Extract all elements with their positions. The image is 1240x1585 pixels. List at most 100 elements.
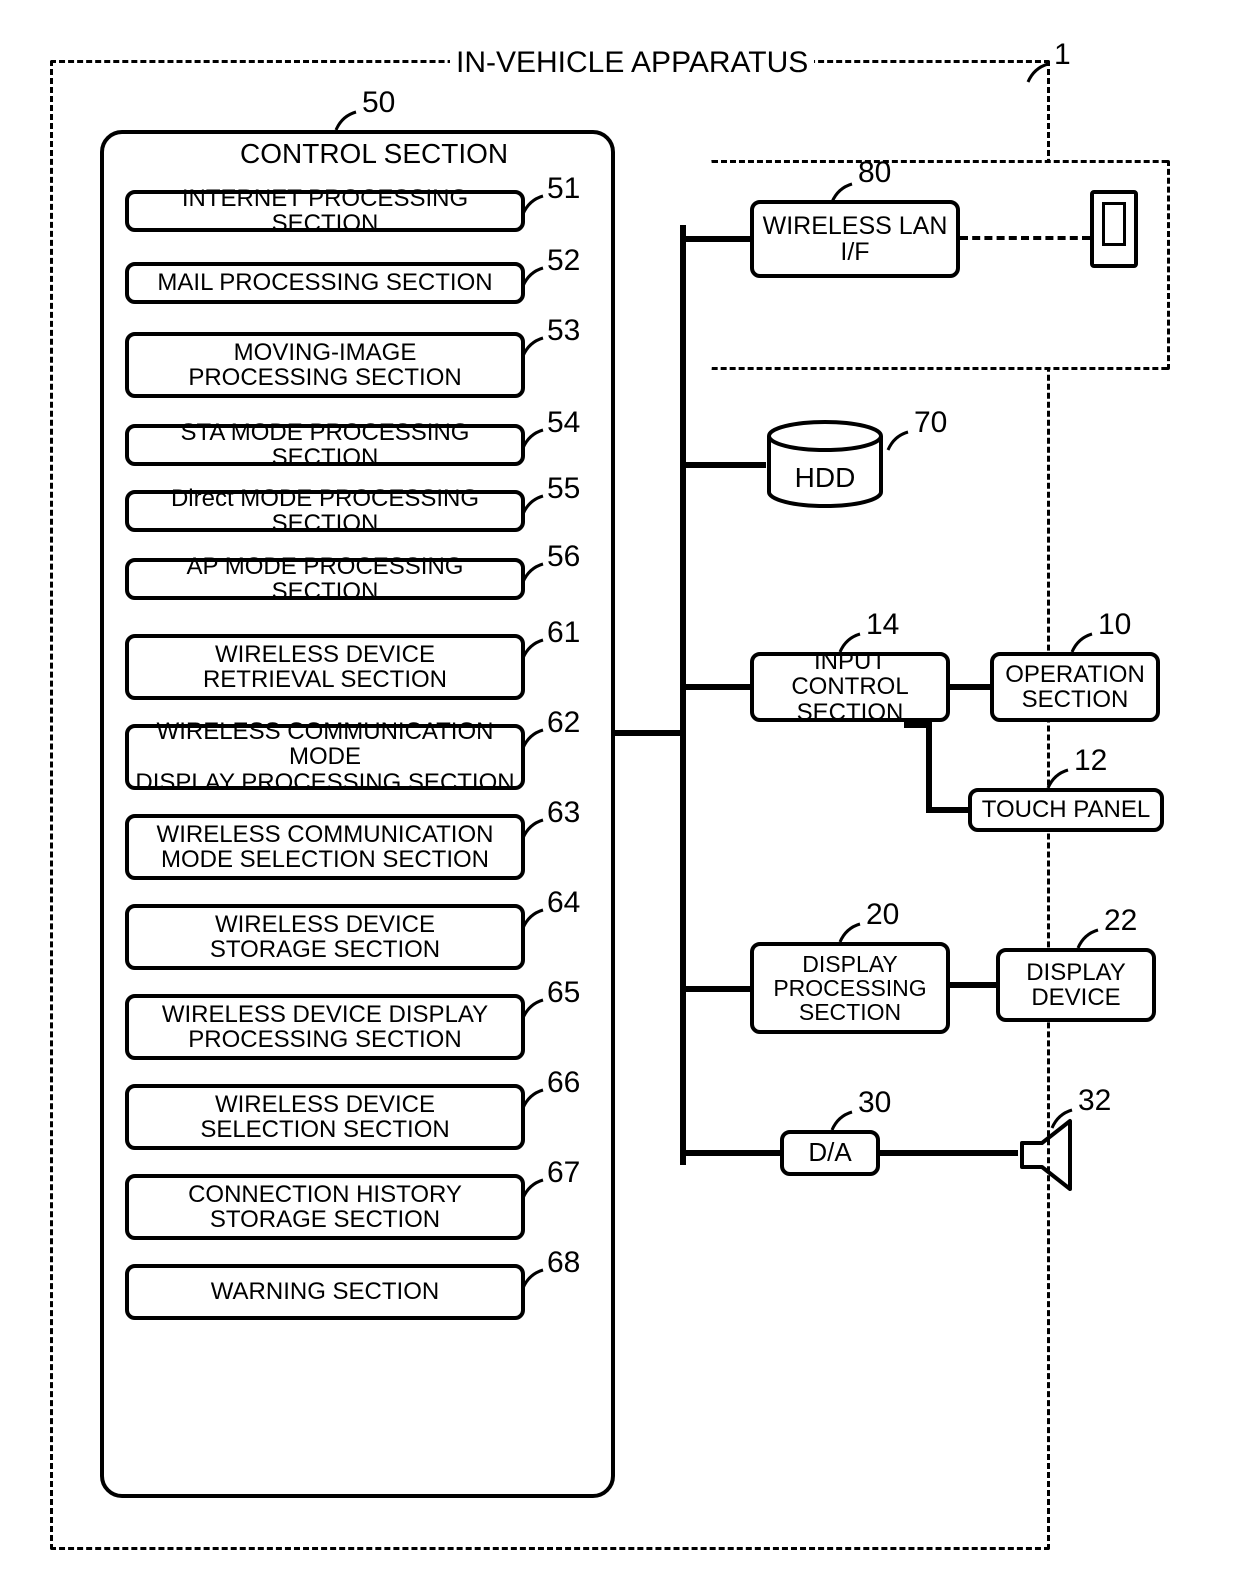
control-section-title: CONTROL SECTION — [234, 138, 514, 170]
ref-54: 54 — [547, 406, 580, 440]
leader-1 — [1026, 60, 1050, 84]
control-item-56: AP MODE PROCESSING SECTION — [125, 558, 525, 600]
leader-80 — [830, 180, 854, 204]
display-processing-label: DISPLAY PROCESSING SECTION — [760, 952, 940, 1024]
control-item-53: MOVING-IMAGE PROCESSING SECTION — [125, 332, 525, 398]
wlan-to-phone-dashed — [960, 236, 1090, 240]
control-item-label: WIRELESS COMMUNICATION MODE DISPLAY PROC… — [135, 719, 515, 795]
bus-vertical — [680, 225, 686, 1165]
leader-54 — [521, 426, 545, 450]
hdd-label: HDD — [765, 462, 885, 494]
wlan-if-label: WIRELESS LAN I/F — [760, 213, 950, 266]
ref-52: 52 — [547, 244, 580, 278]
bus-input-oper — [950, 684, 990, 690]
wlan-if-box: WIRELESS LAN I/F — [750, 200, 960, 278]
control-item-61: WIRELESS DEVICE RETRIEVAL SECTION — [125, 634, 525, 700]
control-item-62: WIRELESS COMMUNICATION MODE DISPLAY PROC… — [125, 724, 525, 790]
ref-80: 80 — [858, 156, 891, 190]
ref-62: 62 — [547, 706, 580, 740]
phone-icon — [1090, 190, 1138, 268]
ref-68: 68 — [547, 1246, 580, 1280]
control-item-label: MOVING-IMAGE PROCESSING SECTION — [188, 340, 461, 390]
control-item-label: WIRELESS COMMUNICATION MODE SELECTION SE… — [157, 822, 494, 872]
ref-20: 20 — [866, 898, 899, 932]
ref-56: 56 — [547, 540, 580, 574]
leader-30 — [830, 1108, 854, 1132]
leader-56 — [521, 560, 545, 584]
diagram-title: IN-VEHICLE APPARATUS — [450, 46, 814, 80]
control-item-64: WIRELESS DEVICE STORAGE SECTION — [125, 904, 525, 970]
ref-10: 10 — [1098, 608, 1131, 642]
control-item-67: CONNECTION HISTORY STORAGE SECTION — [125, 1174, 525, 1240]
bus-to-control — [615, 730, 681, 736]
touch-panel-label: TOUCH PANEL — [982, 797, 1150, 822]
operation-section-label: OPERATION SECTION — [1000, 662, 1150, 712]
operation-section-box: OPERATION SECTION — [990, 652, 1160, 722]
control-item-label: STA MODE PROCESSING SECTION — [135, 420, 515, 470]
hdd-cylinder: HDD — [765, 420, 885, 508]
leader-68 — [521, 1266, 545, 1290]
ref-50: 50 — [362, 86, 395, 120]
ref-1: 1 — [1054, 38, 1071, 72]
bus-input-right2 — [926, 807, 968, 813]
bus-hdd — [686, 462, 766, 468]
control-item-label: WIRELESS DEVICE STORAGE SECTION — [210, 912, 440, 962]
control-item-54: STA MODE PROCESSING SECTION — [125, 424, 525, 466]
control-item-65: WIRELESS DEVICE DISPLAY PROCESSING SECTI… — [125, 994, 525, 1060]
control-item-52: MAIL PROCESSING SECTION — [125, 262, 525, 304]
control-item-66: WIRELESS DEVICE SELECTION SECTION — [125, 1084, 525, 1150]
control-item-55: Direct MODE PROCESSING SECTION — [125, 490, 525, 532]
leader-14 — [838, 630, 862, 654]
bus-da — [686, 1150, 780, 1156]
leader-32 — [1050, 1106, 1074, 1130]
control-item-label: INTERNET PROCESSING SECTION — [135, 186, 515, 236]
control-item-label: WIRELESS DEVICE SELECTION SECTION — [200, 1092, 449, 1142]
control-item-label: AP MODE PROCESSING SECTION — [135, 554, 515, 604]
bus-dispp — [686, 986, 750, 992]
ref-66: 66 — [547, 1066, 580, 1100]
ref-22: 22 — [1104, 904, 1137, 938]
da-label: D/A — [808, 1139, 851, 1166]
control-item-label: MAIL PROCESSING SECTION — [157, 270, 492, 295]
bus-input-down — [926, 722, 932, 810]
ref-64: 64 — [547, 886, 580, 920]
control-item-68: WARNING SECTION — [125, 1264, 525, 1320]
leader-55 — [521, 492, 545, 516]
leader-66 — [521, 1086, 545, 1110]
ref-51: 51 — [547, 172, 580, 206]
diagram-canvas: IN-VEHICLE APPARATUS 1 CONTROL SECTION 5… — [30, 30, 1210, 1555]
ref-70: 70 — [914, 406, 947, 440]
ref-63: 63 — [547, 796, 580, 830]
leader-12 — [1046, 766, 1070, 790]
ref-12: 12 — [1074, 744, 1107, 778]
bus-input-right1 — [904, 722, 930, 728]
input-control-label: INPUT CONTROL SECTION — [760, 649, 940, 725]
leader-20 — [838, 920, 862, 944]
input-control-box: INPUT CONTROL SECTION — [750, 652, 950, 722]
leader-52 — [521, 264, 545, 288]
leader-53 — [521, 334, 545, 358]
leader-51 — [521, 192, 545, 216]
ref-30: 30 — [858, 1086, 891, 1120]
leader-64 — [521, 906, 545, 930]
touch-panel-box: TOUCH PANEL — [968, 788, 1164, 832]
ref-55: 55 — [547, 472, 580, 506]
da-box: D/A — [780, 1130, 880, 1176]
control-item-label: Direct MODE PROCESSING SECTION — [135, 486, 515, 536]
frame-joint-mask — [1047, 163, 1053, 367]
leader-63 — [521, 816, 545, 840]
ref-65: 65 — [547, 976, 580, 1010]
control-item-63: WIRELESS COMMUNICATION MODE SELECTION SE… — [125, 814, 525, 880]
control-item-label: WARNING SECTION — [211, 1279, 439, 1304]
control-item-label: WIRELESS DEVICE RETRIEVAL SECTION — [203, 642, 447, 692]
leader-67 — [521, 1176, 545, 1200]
leader-10 — [1070, 630, 1094, 654]
leader-22 — [1076, 926, 1100, 950]
leader-65 — [521, 996, 545, 1020]
display-device-box: DISPLAY DEVICE — [996, 948, 1156, 1022]
ref-14: 14 — [866, 608, 899, 642]
ref-53: 53 — [547, 314, 580, 348]
control-item-51: INTERNET PROCESSING SECTION — [125, 190, 525, 232]
control-item-label: CONNECTION HISTORY STORAGE SECTION — [188, 1182, 462, 1232]
ref-67: 67 — [547, 1156, 580, 1190]
